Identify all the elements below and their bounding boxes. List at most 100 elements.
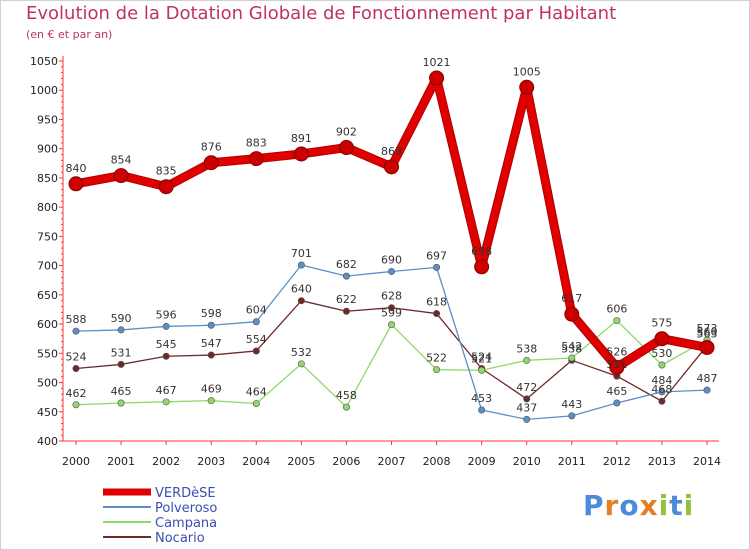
data-label: 628 <box>381 290 402 303</box>
legend-label: VERDèSE <box>155 486 216 501</box>
data-point <box>568 354 576 362</box>
data-label: 560 <box>697 325 718 338</box>
y-tick-label: 700 <box>37 260 58 273</box>
data-label: 538 <box>561 342 582 355</box>
chart-title: Evolution de la Dotation Globale de Fonc… <box>26 3 617 24</box>
data-point <box>654 331 670 347</box>
data-label: 598 <box>201 307 222 320</box>
data-label: 472 <box>516 381 537 394</box>
data-label: 465 <box>606 385 627 398</box>
data-label: 690 <box>381 253 402 266</box>
x-tick-label: 2010 <box>513 455 541 468</box>
data-point <box>384 159 399 175</box>
data-point <box>203 155 219 171</box>
data-label: 840 <box>66 162 87 175</box>
data-point <box>297 360 305 368</box>
data-point <box>117 326 125 334</box>
data-label: 902 <box>336 126 357 139</box>
data-point <box>658 361 666 369</box>
data-point <box>252 400 260 408</box>
x-tick-label: 2004 <box>242 455 270 468</box>
x-tick-label: 2011 <box>558 455 586 468</box>
data-point <box>387 304 395 312</box>
legend-label: Nocario <box>155 531 205 546</box>
data-label: 462 <box>66 387 87 400</box>
data-point <box>387 321 395 329</box>
data-label: 640 <box>291 283 312 296</box>
data-label: 511 <box>606 358 627 371</box>
data-point <box>703 386 711 394</box>
series-polveroso <box>72 261 711 423</box>
data-point <box>523 395 531 403</box>
x-tick-label: 2006 <box>332 455 360 468</box>
data-label: 854 <box>111 154 132 167</box>
data-label: 604 <box>246 304 267 317</box>
data-label: 453 <box>471 392 492 405</box>
data-label: 599 <box>381 307 402 320</box>
data-point <box>338 140 354 156</box>
data-label: 590 <box>111 312 132 325</box>
data-label: 1005 <box>513 65 541 78</box>
data-label: 468 <box>651 383 672 396</box>
x-tick-label: 2001 <box>107 455 135 468</box>
x-tick-label: 2009 <box>468 455 496 468</box>
data-label: 1021 <box>423 56 451 69</box>
data-point <box>658 397 666 405</box>
data-label: 835 <box>156 165 177 178</box>
data-point <box>613 399 621 407</box>
y-tick-label: 550 <box>37 347 58 360</box>
data-point <box>564 306 580 322</box>
data-label: 531 <box>111 346 132 359</box>
data-point <box>297 297 305 305</box>
data-label: 554 <box>246 333 267 346</box>
y-tick-label: 800 <box>37 201 58 214</box>
data-point <box>568 412 576 420</box>
data-label: 524 <box>66 351 87 364</box>
y-tick-label: 450 <box>37 406 58 419</box>
series-campana <box>72 317 711 411</box>
data-label: 545 <box>156 338 177 351</box>
x-tick-label: 2012 <box>603 455 631 468</box>
x-tick-label: 2007 <box>378 455 406 468</box>
data-point <box>113 168 129 184</box>
data-label: 522 <box>426 352 447 365</box>
data-label: 596 <box>156 308 177 321</box>
data-point <box>523 356 531 364</box>
proxiti-logo: Proxiti <box>583 489 695 522</box>
data-label: 467 <box>156 384 177 397</box>
data-point <box>162 398 170 406</box>
data-point <box>68 176 84 192</box>
data-point <box>478 406 486 414</box>
data-label: 622 <box>336 293 357 306</box>
chart-subtitle: (en € et par an) <box>26 28 113 41</box>
data-point <box>429 70 445 86</box>
data-label: 542 <box>561 340 582 353</box>
data-label: 524 <box>471 351 492 364</box>
data-point <box>207 321 215 329</box>
data-point <box>523 415 531 423</box>
data-label: 588 <box>66 313 87 326</box>
data-label: 465 <box>111 385 132 398</box>
y-tick-label: 400 <box>37 435 58 448</box>
data-label: 876 <box>201 141 222 154</box>
y-tick-label: 650 <box>37 289 58 302</box>
x-tick-label: 2000 <box>62 455 90 468</box>
y-tick-label: 900 <box>37 143 58 156</box>
legend-label: Campana <box>155 516 217 531</box>
data-label: 464 <box>246 386 267 399</box>
x-tick-label: 2003 <box>197 455 225 468</box>
data-label: 698 <box>471 245 492 258</box>
series-verdèse <box>68 70 715 375</box>
data-label: 697 <box>426 249 447 262</box>
y-tick-label: 1050 <box>30 55 58 68</box>
data-point <box>519 79 535 95</box>
data-label: 532 <box>291 346 312 359</box>
y-tick-label: 750 <box>37 230 58 243</box>
data-point <box>162 322 170 330</box>
data-label: 701 <box>291 247 312 260</box>
data-point <box>297 261 305 269</box>
data-point <box>207 351 215 359</box>
data-point <box>699 339 715 355</box>
data-point <box>478 366 486 374</box>
